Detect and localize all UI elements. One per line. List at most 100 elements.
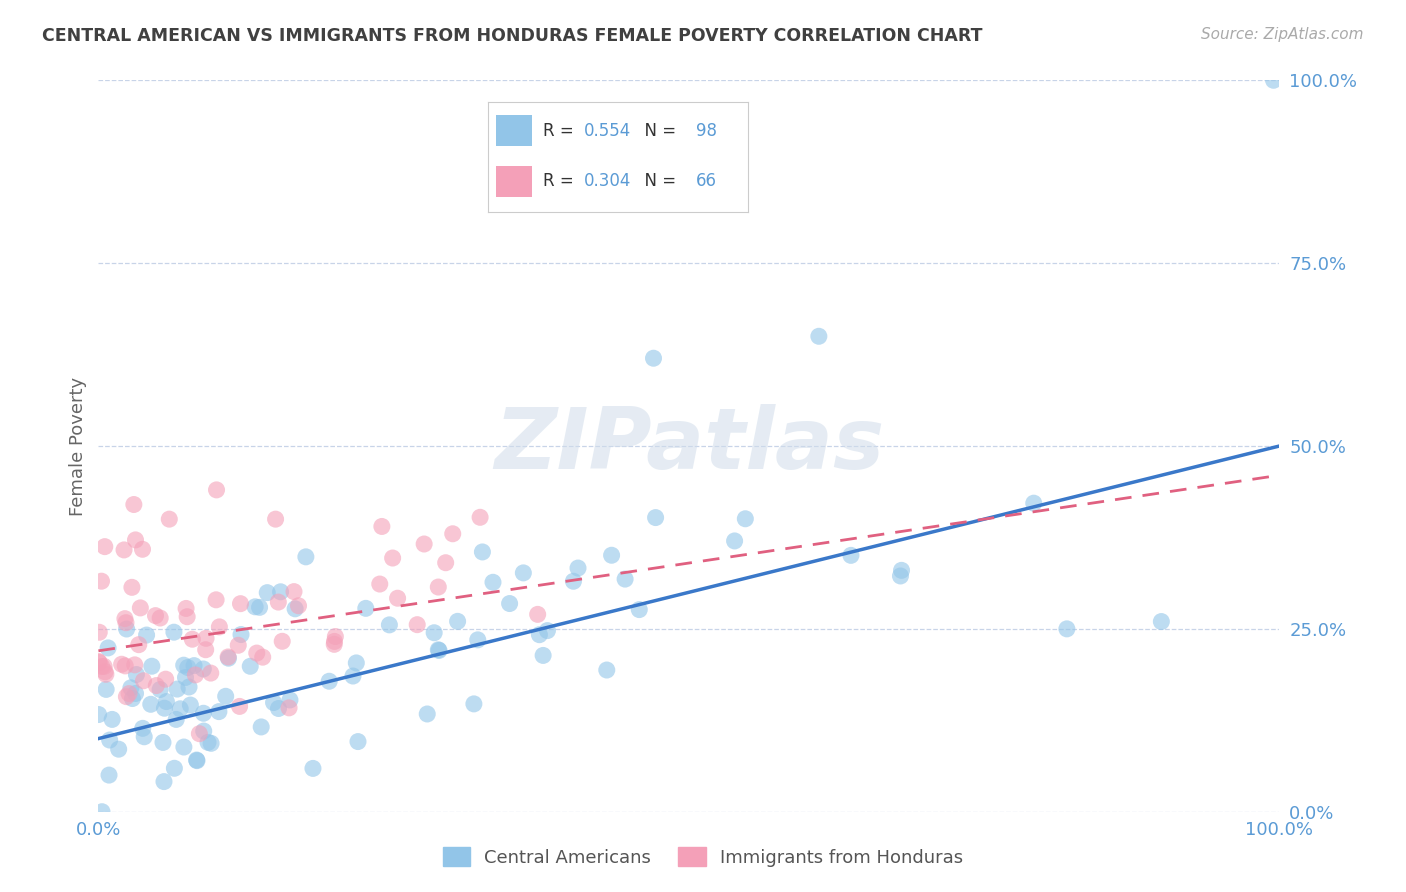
- Point: [132, 722, 155, 736]
- Point: [135, 628, 157, 642]
- Point: [205, 483, 228, 497]
- Point: [120, 681, 142, 695]
- Point: [217, 649, 239, 664]
- Point: [208, 620, 231, 634]
- Point: [87, 707, 110, 722]
- Point: [107, 742, 129, 756]
- Point: [278, 701, 301, 715]
- Point: [177, 660, 200, 674]
- Point: [256, 585, 278, 599]
- Point: [1056, 622, 1078, 636]
- Point: [195, 632, 218, 646]
- Point: [90, 574, 112, 589]
- Point: [165, 713, 187, 727]
- Point: [467, 632, 489, 647]
- Point: [427, 643, 450, 657]
- Point: [169, 702, 191, 716]
- Point: [96, 682, 118, 697]
- Point: [193, 706, 215, 721]
- Point: [193, 662, 215, 676]
- Point: [567, 561, 589, 575]
- Point: [229, 597, 252, 611]
- Point: [471, 545, 494, 559]
- Point: [271, 634, 294, 648]
- Point: [371, 519, 394, 533]
- Point: [512, 566, 534, 580]
- Text: Source: ZipAtlas.com: Source: ZipAtlas.com: [1201, 27, 1364, 42]
- Point: [174, 601, 197, 615]
- Point: [325, 630, 347, 644]
- Text: ZIPatlas: ZIPatlas: [494, 404, 884, 488]
- Point: [200, 666, 222, 681]
- Point: [468, 510, 491, 524]
- Point: [129, 601, 152, 615]
- Point: [112, 543, 135, 558]
- Point: [536, 624, 558, 638]
- Point: [173, 658, 195, 673]
- Point: [347, 734, 370, 748]
- Point: [463, 697, 485, 711]
- Point: [562, 574, 585, 589]
- Point: [283, 584, 305, 599]
- Point: [889, 569, 911, 583]
- Point: [239, 659, 262, 673]
- Text: CENTRAL AMERICAN VS IMMIGRANTS FROM HONDURAS FEMALE POVERTY CORRELATION CHART: CENTRAL AMERICAN VS IMMIGRANTS FROM HOND…: [42, 27, 983, 45]
- Point: [179, 698, 201, 712]
- Point: [600, 548, 623, 562]
- Point: [482, 575, 505, 590]
- Point: [249, 600, 271, 615]
- Point: [278, 693, 301, 707]
- Point: [267, 595, 290, 609]
- Point: [228, 699, 250, 714]
- Point: [284, 602, 307, 616]
- Point: [215, 690, 238, 704]
- Point: [145, 608, 167, 623]
- Point: [643, 351, 665, 366]
- Point: [344, 656, 367, 670]
- Point: [155, 672, 177, 686]
- Point: [186, 753, 208, 767]
- Point: [264, 512, 287, 526]
- Point: [434, 556, 457, 570]
- Point: [628, 602, 651, 616]
- Point: [90, 659, 112, 673]
- Point: [387, 591, 409, 606]
- Point: [226, 638, 249, 652]
- Point: [163, 625, 186, 640]
- Point: [125, 667, 148, 681]
- Point: [446, 615, 468, 629]
- Point: [302, 761, 325, 775]
- Point: [323, 637, 346, 651]
- Point: [423, 625, 446, 640]
- Point: [807, 329, 830, 343]
- Point: [101, 713, 124, 727]
- Point: [131, 542, 153, 557]
- Point: [98, 733, 121, 747]
- Point: [97, 640, 120, 655]
- Point: [194, 642, 217, 657]
- Point: [124, 657, 146, 672]
- Point: [89, 625, 111, 640]
- Point: [114, 612, 136, 626]
- Point: [115, 690, 138, 704]
- Point: [723, 533, 745, 548]
- Point: [416, 706, 439, 721]
- Point: [295, 549, 318, 564]
- Point: [141, 659, 163, 673]
- Point: [1022, 496, 1045, 510]
- Point: [267, 701, 290, 715]
- Point: [1263, 73, 1285, 87]
- Point: [270, 584, 292, 599]
- Point: [188, 727, 211, 741]
- Point: [184, 668, 207, 682]
- Point: [208, 705, 231, 719]
- Point: [644, 510, 666, 524]
- Point: [381, 551, 404, 566]
- Point: [378, 618, 401, 632]
- Point: [243, 599, 266, 614]
- Point: [121, 691, 143, 706]
- Point: [614, 572, 637, 586]
- Point: [121, 580, 143, 594]
- Point: [155, 694, 177, 708]
- Point: [250, 720, 273, 734]
